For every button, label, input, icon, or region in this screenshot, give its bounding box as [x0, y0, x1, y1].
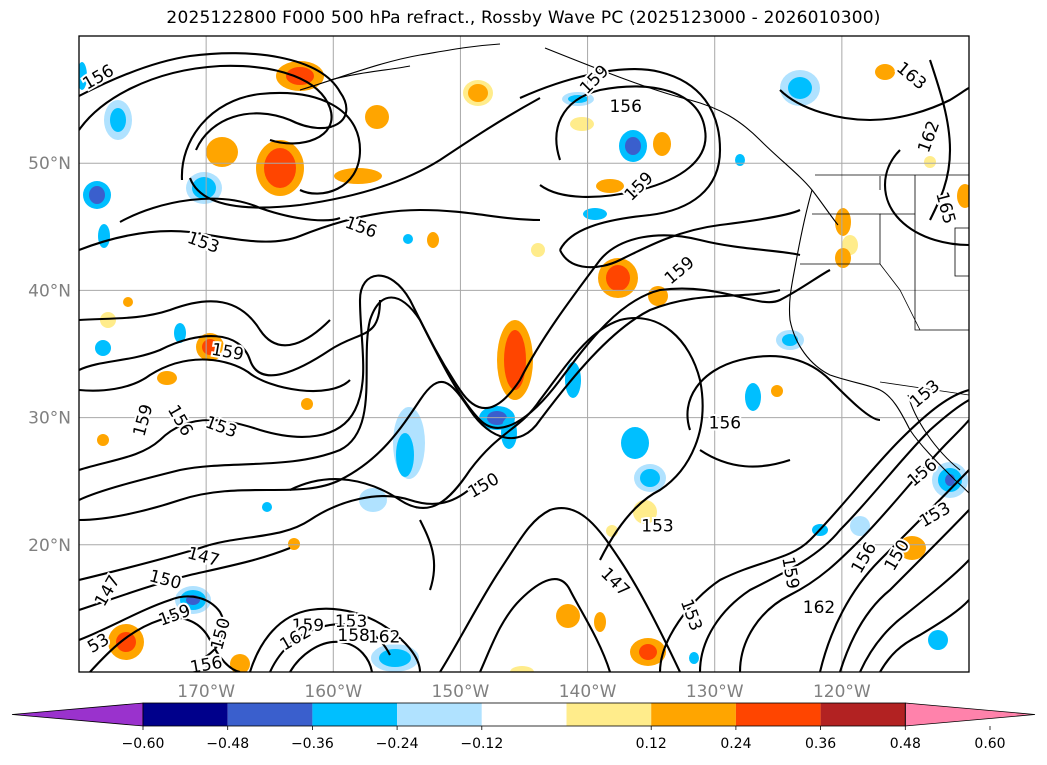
colorbar-tick-label: 0.48 [890, 736, 921, 752]
colorbar-segment [820, 703, 906, 726]
colorbar-segment [143, 703, 228, 726]
lon-tick-label: 160°W [304, 682, 362, 702]
political-borders [800, 174, 969, 396]
plot-title: 2025122800 F000 500 hPa refract., Rossby… [166, 8, 881, 28]
contour-label: 153 [335, 612, 367, 632]
colorbar-segment [227, 703, 313, 726]
lon-tick-label: 130°W [686, 682, 744, 702]
colorbar-tick-label: 0.12 [636, 736, 667, 752]
contour-label: 159 [292, 616, 324, 636]
contour-label: 162 [368, 627, 400, 647]
colorbar: −0.60 −0.48 −0.36 −0.24 −0.12 0.12 0.24 0.36 0.4… [11, 702, 1036, 752]
axis-tick-labels: 20°N 30°N 40°N 50°N 170°W 160°W 150°W 140°W 130°… [28, 154, 871, 702]
contour-label: 156 [189, 653, 224, 678]
map-frame [78, 35, 970, 673]
colorbar-tick-label: −0.48 [206, 736, 249, 752]
contour-label: 158 [337, 626, 369, 646]
lon-tick-label: 150°W [432, 682, 490, 702]
colorbar-segment [651, 703, 736, 726]
lat-tick-label: 30°N [28, 409, 71, 429]
colorbar-tick-label: −0.36 [291, 736, 334, 752]
contour-label: 156 [609, 97, 641, 117]
colorbar-segment [735, 703, 821, 726]
coastline [299, 43, 969, 494]
contour-label: 162 [803, 598, 835, 618]
colorbar-frame [142, 702, 906, 727]
refractivity-contours [79, 52, 969, 672]
contour-label: 153 [641, 517, 673, 537]
colorbar-tick-label: −0.60 [122, 736, 165, 752]
colorbar-extend-low [11, 702, 144, 727]
colorbar-tick-label: 0.60 [974, 736, 1005, 752]
colorbar-segment [566, 703, 652, 726]
colorbar-extend-high [904, 702, 1036, 727]
colorbar-segment [312, 703, 398, 726]
lon-tick-label: 140°W [559, 682, 617, 702]
colorbar-segment [481, 703, 567, 726]
lon-tick-label: 120°W [813, 682, 871, 702]
colorbar-segment [397, 703, 482, 726]
colorbar-tick-label: −0.12 [460, 736, 503, 752]
colorbar-tick-label: 0.24 [720, 736, 751, 752]
lat-tick-label: 40°N [28, 281, 71, 301]
lon-tick-label: 170°W [177, 682, 235, 702]
lat-tick-label: 20°N [28, 536, 71, 556]
contour-label: 156 [709, 414, 741, 434]
colorbar-tick-label: −0.24 [376, 736, 419, 752]
colorbar-tick-label: 0.36 [805, 736, 836, 752]
lat-tick-label: 50°N [28, 154, 71, 174]
